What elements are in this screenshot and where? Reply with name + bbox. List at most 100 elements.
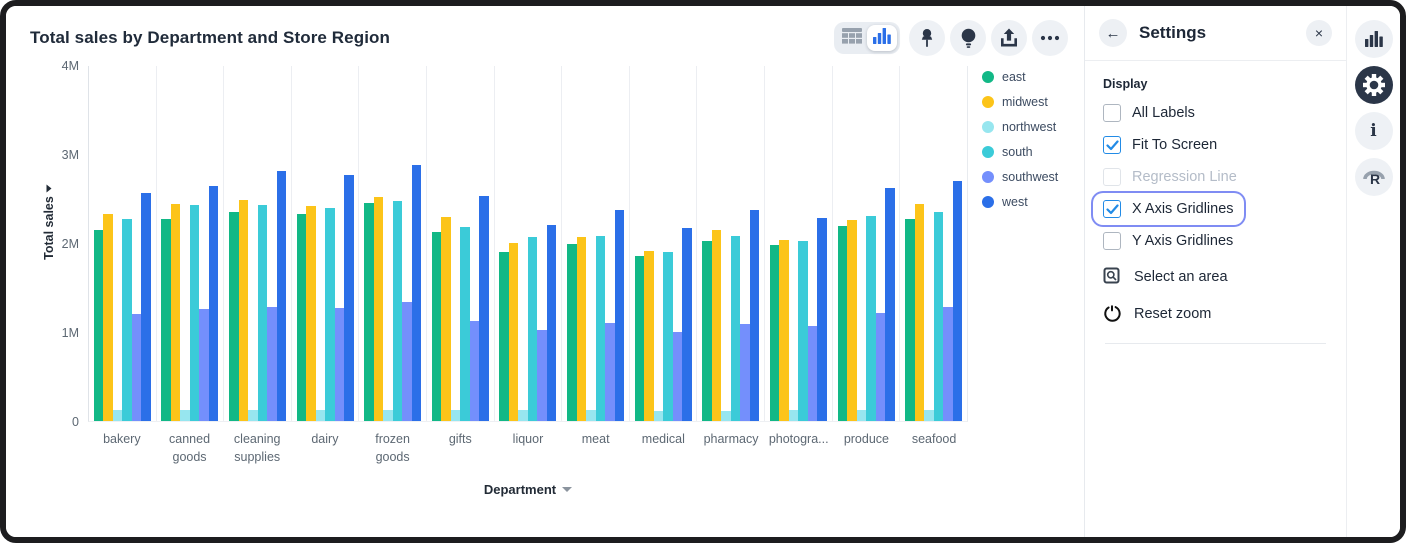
bar-midwest[interactable] <box>847 220 857 421</box>
bar-south[interactable] <box>663 252 673 421</box>
settings-checkbox-row-all-labels[interactable]: All Labels <box>1093 97 1205 129</box>
bar-south[interactable] <box>257 205 268 421</box>
bar-southwest[interactable] <box>943 306 953 421</box>
bar-southwest[interactable] <box>469 320 480 421</box>
x-axis-title[interactable]: Department <box>88 482 968 497</box>
bar-midwest[interactable] <box>306 206 316 421</box>
bar-southwest[interactable] <box>199 309 209 421</box>
bar-east[interactable] <box>567 243 577 421</box>
info-button[interactable]: i <box>1354 112 1393 150</box>
bar-east[interactable] <box>837 225 847 421</box>
bar-southwest[interactable] <box>740 324 750 421</box>
bar-northwest[interactable] <box>924 410 934 421</box>
settings-checkbox-row-y-axis-gridlines[interactable]: Y Axis Gridlines <box>1093 225 1243 257</box>
bar-east[interactable] <box>431 231 442 421</box>
bar-northwest[interactable] <box>518 410 528 421</box>
bar-southwest[interactable] <box>875 312 885 421</box>
bar-northwest[interactable] <box>721 411 731 421</box>
bar-southwest[interactable] <box>402 302 412 421</box>
bar-northwest[interactable] <box>586 410 596 421</box>
bar-midwest[interactable] <box>508 242 519 421</box>
bar-east[interactable] <box>499 251 509 421</box>
bar-northwest[interactable] <box>180 410 190 421</box>
bar-northwest[interactable] <box>856 410 866 421</box>
legend-item-southwest[interactable]: southwest <box>982 170 1076 184</box>
bar-northwest[interactable] <box>653 411 664 421</box>
bar-west[interactable] <box>885 187 895 421</box>
back-button[interactable]: ← <box>1099 19 1127 47</box>
bar-west[interactable] <box>682 228 692 421</box>
bar-east[interactable] <box>229 212 239 421</box>
bar-northwest[interactable] <box>315 410 326 421</box>
bar-south[interactable] <box>866 216 876 421</box>
bar-midwest[interactable] <box>779 239 789 421</box>
legend-item-east[interactable]: east <box>982 70 1076 84</box>
bar-east[interactable] <box>364 202 374 421</box>
bar-midwest[interactable] <box>373 197 384 421</box>
bar-west[interactable] <box>344 175 354 421</box>
bar-south[interactable] <box>122 218 132 421</box>
bar-south[interactable] <box>325 208 335 421</box>
bar-east[interactable] <box>769 245 780 421</box>
checkbox-x-axis-gridlines[interactable] <box>1103 200 1121 218</box>
settings-action-reset-zoom[interactable]: Reset zoom <box>1103 296 1328 331</box>
bar-northwest[interactable] <box>450 410 461 421</box>
bar-northwest[interactable] <box>112 410 123 421</box>
bar-southwest[interactable] <box>807 326 818 421</box>
bar-west[interactable] <box>141 192 151 421</box>
bar-south[interactable] <box>798 240 808 421</box>
bar-southwest[interactable] <box>131 313 142 421</box>
bar-east[interactable] <box>702 240 712 421</box>
bar-south[interactable] <box>527 237 538 421</box>
checkbox-y-axis-gridlines[interactable] <box>1103 232 1121 250</box>
bar-northwest[interactable] <box>248 410 258 421</box>
bar-east[interactable] <box>296 214 307 421</box>
bar-midwest[interactable] <box>711 230 722 421</box>
bar-northwest[interactable] <box>383 410 393 421</box>
settings-gear-button[interactable] <box>1354 66 1393 104</box>
bar-east[interactable] <box>161 218 171 421</box>
settings-checkbox-row-fit-to-screen[interactable]: Fit To Screen <box>1093 129 1227 161</box>
bar-midwest[interactable] <box>238 200 249 421</box>
bar-west[interactable] <box>276 170 287 421</box>
bar-west[interactable] <box>411 164 422 421</box>
r-logo-button[interactable]: R <box>1354 158 1393 196</box>
checkbox-all-labels[interactable] <box>1103 104 1121 122</box>
bar-southwest[interactable] <box>334 308 345 421</box>
bar-west[interactable] <box>208 185 219 421</box>
pin-button[interactable] <box>909 20 945 56</box>
bar-south[interactable] <box>933 211 944 421</box>
bar-midwest[interactable] <box>441 216 451 421</box>
checkbox-fit-to-screen[interactable] <box>1103 136 1121 154</box>
bar-midwest[interactable] <box>576 237 587 421</box>
lightbulb-button[interactable] <box>950 20 986 56</box>
bar-south[interactable] <box>460 226 470 421</box>
chart-view-button[interactable] <box>867 25 897 51</box>
bar-south[interactable] <box>392 200 403 421</box>
bar-southwest[interactable] <box>267 307 277 421</box>
legend-item-south[interactable]: south <box>982 145 1076 159</box>
bar-southwest[interactable] <box>672 332 683 421</box>
settings-action-select-an-area[interactable]: Select an area <box>1103 259 1328 294</box>
bar-midwest[interactable] <box>170 203 181 421</box>
legend-item-west[interactable]: west <box>982 195 1076 209</box>
bar-south[interactable] <box>189 205 200 421</box>
bar-midwest[interactable] <box>103 214 113 421</box>
bar-west[interactable] <box>546 224 557 421</box>
bar-west[interactable] <box>952 181 963 421</box>
legend-item-midwest[interactable]: midwest <box>982 95 1076 109</box>
bar-south[interactable] <box>730 236 741 421</box>
bar-west[interactable] <box>749 209 760 421</box>
bar-midwest[interactable] <box>914 203 925 421</box>
close-button[interactable]: × <box>1306 20 1332 46</box>
bar-south[interactable] <box>595 236 606 421</box>
bar-southwest[interactable] <box>537 330 547 421</box>
table-view-button[interactable] <box>837 25 867 51</box>
bar-east[interactable] <box>93 230 104 421</box>
settings-checkbox-row-x-axis-gridlines[interactable]: X Axis Gridlines <box>1093 193 1244 225</box>
bar-southwest[interactable] <box>605 323 615 421</box>
bar-east[interactable] <box>905 218 915 421</box>
more-options-button[interactable] <box>1032 20 1068 56</box>
bar-east[interactable] <box>634 255 645 421</box>
bar-west[interactable] <box>614 209 625 421</box>
